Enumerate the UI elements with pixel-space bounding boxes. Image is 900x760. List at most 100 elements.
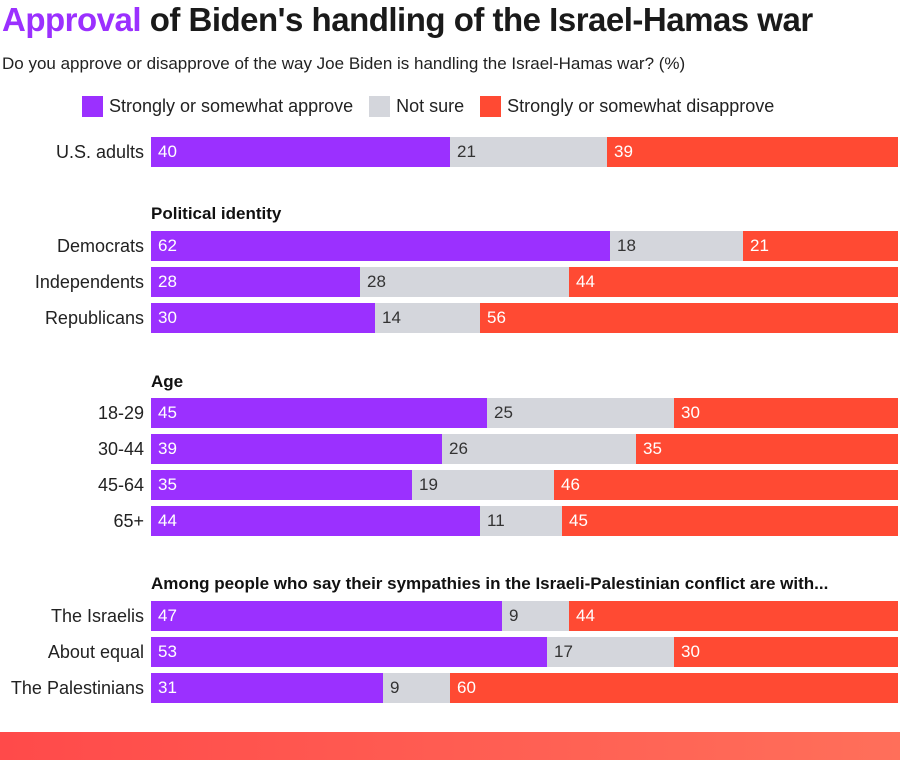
stacked-bar: 44 11 45	[151, 506, 898, 536]
bar-segment-not-sure: 9	[502, 601, 569, 631]
bar-segment-approve: 45	[151, 398, 487, 428]
data-label: 56	[487, 308, 506, 327]
data-label: 47	[158, 606, 177, 625]
stacked-bar: 45 25 30	[151, 398, 898, 428]
legend-item-not-sure: Not sure	[369, 95, 465, 117]
bar-segment-approve: 62	[151, 231, 610, 261]
stacked-bar: 35 19 46	[151, 470, 898, 500]
data-label: 30	[158, 308, 177, 327]
bar-segment-disapprove: 56	[480, 303, 898, 333]
row-label: The Palestinians	[10, 678, 144, 698]
bar-segment-disapprove: 21	[743, 231, 898, 261]
legend-label-not-sure: Not sure	[396, 95, 465, 116]
data-label: 53	[158, 642, 177, 661]
row-label: 45-64	[97, 475, 144, 495]
chart-title-rest: of Biden's handling of the Israel-Hamas …	[141, 1, 813, 38]
data-label: 60	[457, 678, 476, 697]
legend-swatch-not-sure	[369, 95, 391, 117]
bar-segment-approve: 40	[151, 137, 450, 167]
bar-segment-not-sure: 18	[610, 231, 743, 261]
bar-segment-approve: 28	[151, 267, 360, 297]
bar-segment-not-sure: 28	[360, 267, 569, 297]
data-label: 44	[158, 511, 177, 530]
data-label: 44	[576, 606, 595, 625]
bar-segment-not-sure: 19	[412, 470, 554, 500]
data-label: 35	[643, 439, 662, 458]
data-label: 40	[158, 142, 177, 161]
bar-segment-not-sure: 21	[450, 137, 607, 167]
legend-label-disapprove: Strongly or somewhat disapprove	[507, 95, 775, 116]
data-label: 45	[158, 403, 177, 422]
bar-segment-disapprove: 45	[562, 506, 898, 536]
footer-band	[0, 732, 900, 760]
data-label: 30	[681, 403, 700, 422]
bar-segment-not-sure: 11	[480, 506, 562, 536]
legend-label-approve: Strongly or somewhat approve	[109, 95, 354, 116]
data-label: 18	[617, 236, 636, 255]
row-label: Republicans	[44, 308, 144, 328]
data-label: 39	[614, 142, 633, 161]
data-label: 11	[487, 511, 505, 530]
legend-item-disapprove: Strongly or somewhat disapprove	[480, 95, 775, 117]
row-label: About equal	[47, 642, 144, 662]
data-label: 62	[158, 236, 177, 255]
row-label: The Israelis	[50, 606, 144, 626]
bar-segment-disapprove: 30	[674, 637, 898, 667]
data-label: 17	[554, 642, 573, 661]
data-label: 25	[494, 403, 513, 422]
row-label: U.S. adults	[55, 142, 144, 162]
stacked-bar: 28 28 44	[151, 267, 898, 297]
bar-segment-not-sure: 14	[375, 303, 480, 333]
row-label: 65+	[113, 511, 144, 531]
data-label: 28	[158, 272, 177, 291]
bar-segment-approve: 30	[151, 303, 375, 333]
row-label: Independents	[34, 272, 144, 292]
bar-segment-disapprove: 46	[554, 470, 898, 500]
bar-segment-not-sure: 26	[442, 434, 636, 464]
bar-segment-approve: 53	[151, 637, 547, 667]
data-label: 44	[576, 272, 595, 291]
bar-segment-disapprove: 39	[607, 137, 898, 167]
bar-segment-approve: 39	[151, 434, 442, 464]
legend-item-approve: Strongly or somewhat approve	[82, 95, 354, 117]
section-label: Age	[151, 372, 184, 391]
bar-segment-approve: 44	[151, 506, 480, 536]
data-label: 9	[509, 606, 519, 625]
chart-title: Approval of Biden's handling of the Isra…	[2, 0, 813, 40]
data-label: 31	[158, 678, 177, 697]
section-label: Among people who say their sympathies in…	[151, 574, 829, 593]
row-label: 18-29	[97, 403, 144, 423]
bar-segment-not-sure: 17	[547, 637, 674, 667]
data-label: 28	[367, 272, 386, 291]
data-label: 45	[569, 511, 588, 530]
bar-segment-disapprove: 35	[636, 434, 898, 464]
data-label: 14	[382, 308, 401, 327]
bar-segment-not-sure: 25	[487, 398, 674, 428]
bar-segment-not-sure: 9	[383, 673, 450, 703]
bar-segment-disapprove: 44	[569, 267, 898, 297]
legend-swatch-approve	[82, 95, 103, 117]
bar-segment-approve: 31	[151, 673, 383, 703]
data-label: 21	[457, 142, 476, 161]
section-label: Political identity	[151, 204, 282, 223]
stacked-bar: 30 14 56	[151, 303, 898, 333]
legend: Strongly or somewhat approve Not sure St…	[82, 94, 790, 118]
bar-segment-approve: 35	[151, 470, 412, 500]
chart-subtitle: Do you approve or disapprove of the way …	[2, 54, 686, 73]
legend-swatch-disapprove	[480, 95, 502, 117]
bar-segment-approve: 47	[151, 601, 502, 631]
stacked-bar: 40 21 39	[151, 137, 898, 167]
stacked-bar: 39 26 35	[151, 434, 898, 464]
stacked-bar: 47 9 44	[151, 601, 898, 631]
data-label: 46	[561, 475, 580, 494]
stacked-bar: 31 9 60	[151, 673, 898, 703]
data-label: 35	[158, 475, 177, 494]
bar-segment-disapprove: 44	[569, 601, 898, 631]
row-label: 30-44	[97, 439, 144, 459]
data-label: 26	[449, 439, 468, 458]
row-label: Democrats	[56, 236, 144, 256]
stacked-bar: 53 17 30	[151, 637, 898, 667]
data-label: 19	[419, 475, 438, 494]
bar-segment-disapprove: 60	[450, 673, 898, 703]
chart-title-accent: Approval	[2, 1, 142, 38]
